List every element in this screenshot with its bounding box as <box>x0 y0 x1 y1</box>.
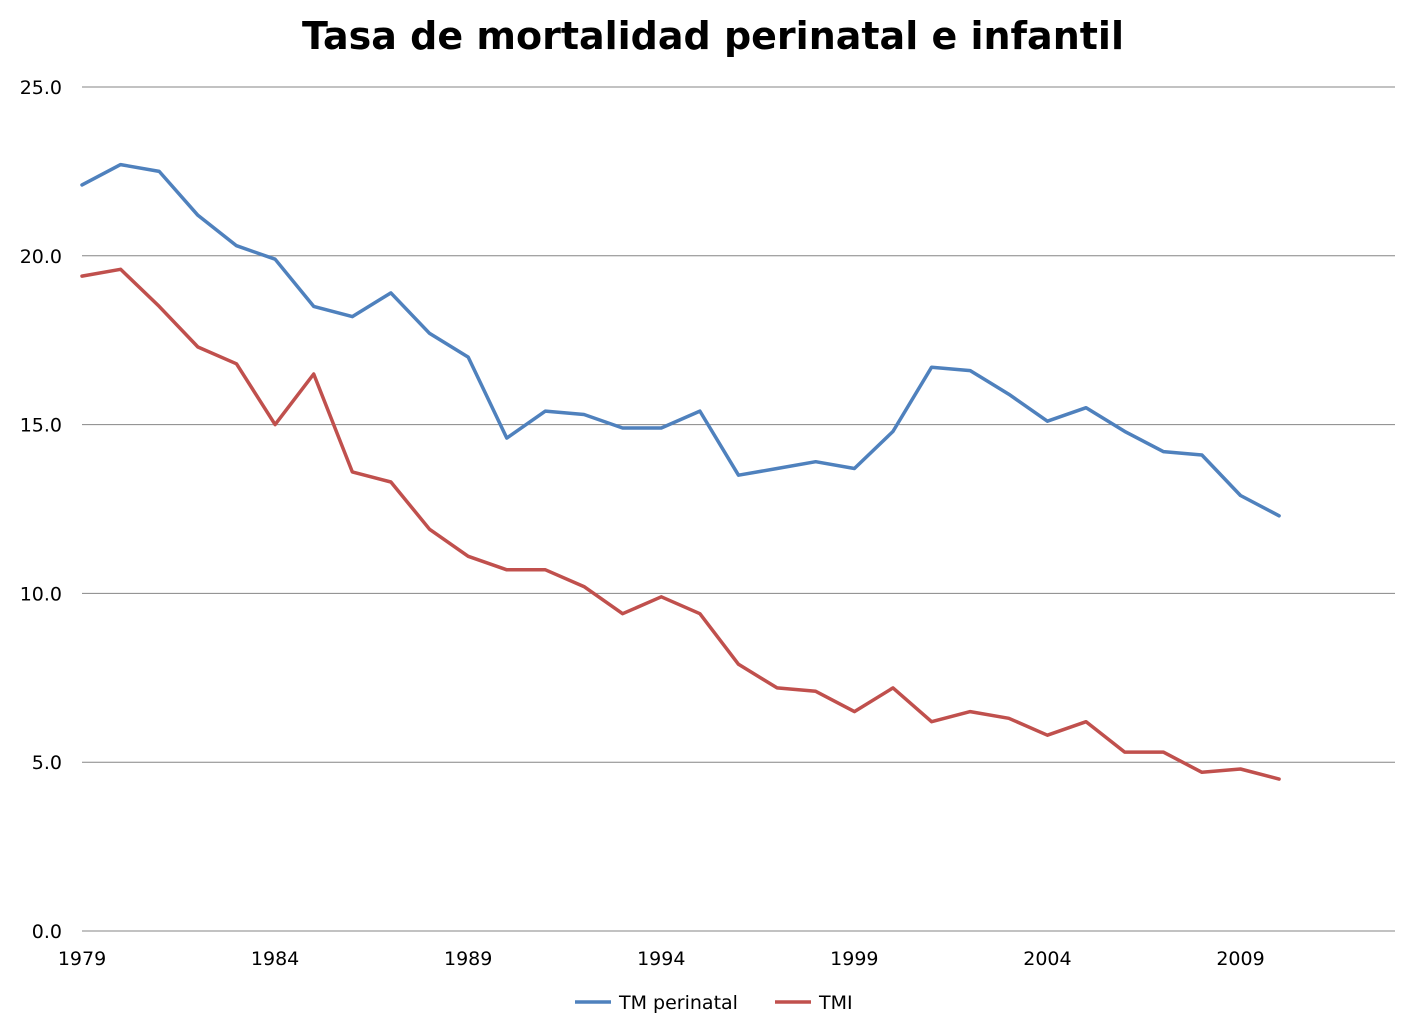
legend-label: TM perinatal <box>618 992 738 1014</box>
y-tick-label: 5.0 <box>32 752 62 774</box>
x-tick-label: 1984 <box>251 948 299 970</box>
series-line-tm-perinatal <box>80 162 1281 518</box>
x-tick-label: 2004 <box>1023 948 1071 970</box>
series-line-tmi <box>80 267 1281 781</box>
gridlines <box>82 86 1395 763</box>
legend: TM perinatal TMI <box>575 992 853 1014</box>
y-tick-label: 15.0 <box>20 415 62 437</box>
x-tick-label: 2009 <box>1216 948 1264 970</box>
chart-title: Tasa de mortalidad perinatal e infantil <box>302 14 1124 58</box>
x-tick-label: 1989 <box>444 948 492 970</box>
y-axis-tick-labels: 0.0 5.0 10.0 15.0 20.0 25.0 <box>20 77 62 943</box>
legend-label: TMI <box>818 992 853 1014</box>
y-tick-label: 0.0 <box>32 921 62 943</box>
x-axis-tick-labels: 1979 1984 1989 1994 1999 2004 2009 <box>58 948 1265 970</box>
y-tick-label: 10.0 <box>20 583 62 605</box>
series-lines <box>80 162 1281 781</box>
x-tick-label: 1979 <box>58 948 106 970</box>
y-tick-label: 20.0 <box>20 246 62 268</box>
y-tick-label: 25.0 <box>20 77 62 99</box>
x-tick-label: 1994 <box>637 948 685 970</box>
x-tick-label: 1999 <box>830 948 878 970</box>
